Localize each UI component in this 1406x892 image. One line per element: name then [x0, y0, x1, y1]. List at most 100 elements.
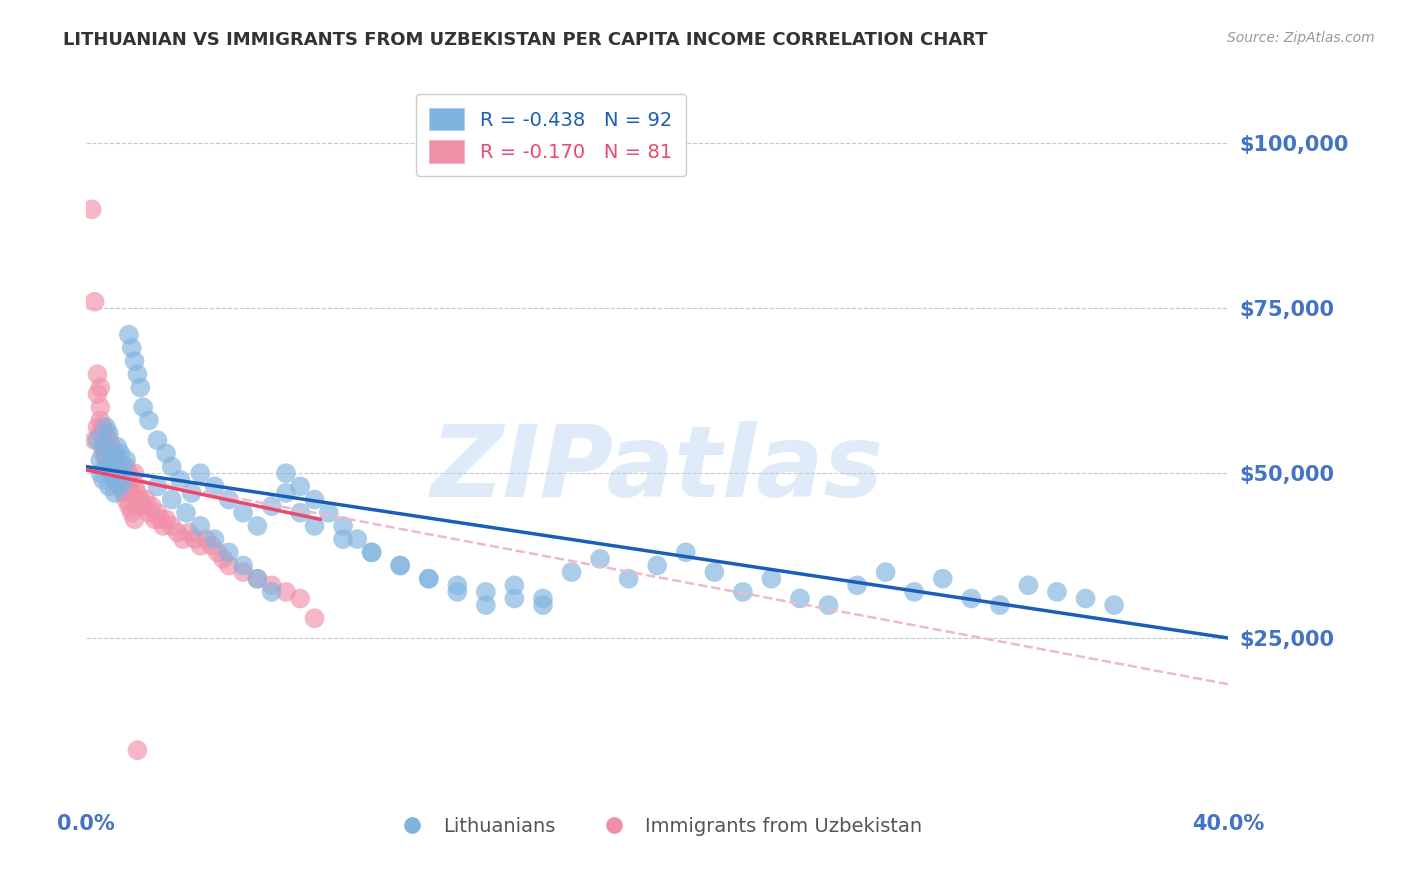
Y-axis label: Per Capita Income: Per Capita Income: [0, 358, 8, 523]
Point: [149, 512, 172, 526]
Point: [104, 446, 127, 460]
Point: [346, 532, 368, 546]
Point: [195, 532, 218, 546]
Point: [188, 466, 211, 480]
Point: [115, 459, 138, 474]
Point: [232, 565, 254, 579]
Point: [118, 499, 141, 513]
Point: [110, 473, 132, 487]
Point: [589, 552, 612, 566]
Point: [318, 506, 340, 520]
Point: [89, 453, 111, 467]
Point: [174, 506, 197, 520]
Point: [731, 585, 754, 599]
Point: [107, 440, 129, 454]
Point: [83, 433, 105, 447]
Point: [127, 743, 149, 757]
Point: [155, 512, 177, 526]
Text: Source: ZipAtlas.com: Source: ZipAtlas.com: [1227, 31, 1375, 45]
Point: [127, 368, 149, 382]
Point: [188, 539, 211, 553]
Point: [146, 479, 169, 493]
Point: [91, 473, 114, 487]
Point: [789, 591, 811, 606]
Point: [124, 479, 146, 493]
Point: [274, 486, 297, 500]
Point: [112, 473, 135, 487]
Point: [121, 486, 143, 500]
Point: [121, 341, 143, 355]
Point: [177, 525, 200, 540]
Point: [94, 446, 117, 460]
Point: [138, 506, 160, 520]
Point: [304, 519, 326, 533]
Point: [97, 453, 120, 467]
Point: [127, 486, 149, 500]
Point: [846, 578, 869, 592]
Point: [246, 572, 269, 586]
Point: [160, 459, 183, 474]
Point: [988, 598, 1011, 612]
Point: [89, 413, 111, 427]
Point: [761, 572, 783, 586]
Point: [115, 453, 138, 467]
Point: [418, 572, 440, 586]
Point: [94, 440, 117, 454]
Point: [304, 492, 326, 507]
Point: [332, 519, 354, 533]
Point: [260, 499, 283, 513]
Point: [290, 506, 312, 520]
Point: [129, 492, 152, 507]
Point: [932, 572, 955, 586]
Point: [207, 545, 229, 559]
Point: [107, 453, 129, 467]
Point: [160, 492, 183, 507]
Point: [218, 492, 240, 507]
Point: [875, 565, 897, 579]
Point: [104, 486, 127, 500]
Point: [304, 611, 326, 625]
Point: [97, 426, 120, 441]
Point: [91, 420, 114, 434]
Point: [212, 552, 235, 566]
Point: [332, 532, 354, 546]
Point: [418, 572, 440, 586]
Point: [1046, 585, 1069, 599]
Point: [246, 519, 269, 533]
Point: [446, 585, 468, 599]
Point: [246, 572, 269, 586]
Point: [100, 440, 122, 454]
Point: [260, 578, 283, 592]
Point: [274, 585, 297, 599]
Point: [132, 401, 155, 415]
Point: [97, 479, 120, 493]
Point: [152, 519, 174, 533]
Point: [132, 499, 155, 513]
Point: [121, 473, 143, 487]
Point: [86, 368, 108, 382]
Point: [675, 545, 697, 559]
Point: [89, 426, 111, 441]
Point: [124, 354, 146, 368]
Point: [118, 479, 141, 493]
Point: [360, 545, 382, 559]
Point: [118, 327, 141, 342]
Point: [110, 459, 132, 474]
Point: [124, 512, 146, 526]
Point: [97, 433, 120, 447]
Point: [110, 479, 132, 493]
Point: [86, 420, 108, 434]
Point: [169, 473, 191, 487]
Point: [97, 459, 120, 474]
Point: [180, 486, 202, 500]
Point: [290, 479, 312, 493]
Point: [166, 525, 188, 540]
Point: [94, 426, 117, 441]
Point: [97, 446, 120, 460]
Point: [104, 453, 127, 467]
Point: [146, 433, 169, 447]
Point: [138, 413, 160, 427]
Point: [389, 558, 412, 573]
Point: [155, 446, 177, 460]
Point: [94, 459, 117, 474]
